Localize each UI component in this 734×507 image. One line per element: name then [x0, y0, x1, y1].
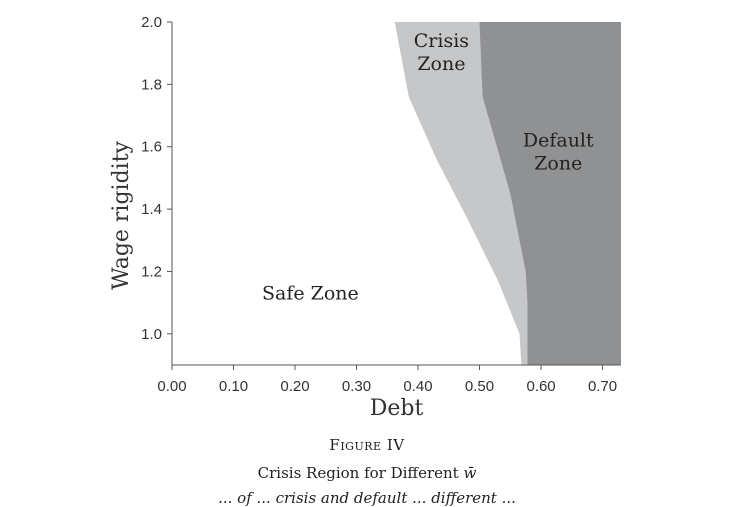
safe-zone-label: Safe Zone — [262, 283, 359, 305]
x-axis-ticks: 0.00 0.10 0.20 0.30 0.40 0.50 0.60 0.70 — [157, 365, 617, 395]
y-axis-ticks: 1.0 1.2 1.4 1.6 1.8 2.0 — [141, 14, 172, 343]
default-zone-label: Default — [523, 130, 594, 152]
x-tick-label: 0.40 — [403, 378, 432, 395]
chart: 0.00 0.10 0.20 0.30 0.40 0.50 0.60 0.70 1.01.21… — [109, 14, 621, 421]
crisis-zone-label: Zone — [417, 53, 465, 75]
y-tick-label: 1.6 — [141, 139, 162, 156]
x-tick-label: 0.10 — [219, 378, 248, 395]
x-tick-label: 0.00 — [157, 378, 186, 395]
x-tick-label: 0.30 — [342, 378, 371, 395]
figure-caption-text: ... of ... crisis and default ... differ… — [218, 489, 516, 507]
y-tick-label: 1.8 — [141, 76, 162, 93]
x-tick-label: 0.60 — [526, 378, 555, 395]
figure-title-symbol: w̄ — [463, 464, 477, 482]
figure-title-text: Crisis Region for Different — [257, 464, 464, 482]
y-tick-label: 1.4 — [141, 201, 162, 218]
default-zone-label: Zone — [534, 153, 582, 175]
y-axis-title: Wage rigidity — [109, 140, 134, 290]
figure-number: Figure IV — [329, 436, 405, 454]
x-tick-label: 0.20 — [280, 378, 309, 395]
x-axis-title: Debt — [370, 396, 424, 421]
default-zone-region — [479, 22, 621, 365]
figure-title: Crisis Region for Different w̄ — [0, 464, 734, 482]
crisis-zone-label: Crisis — [414, 30, 469, 52]
y-tick-label: 1.0 — [141, 326, 162, 343]
plot-area — [394, 22, 621, 365]
y-tick-label: 2.0 — [141, 14, 162, 31]
x-tick-label: 0.70 — [588, 378, 617, 395]
y-tick-label: 1.2 — [141, 263, 162, 280]
x-tick-label: 0.50 — [465, 378, 494, 395]
